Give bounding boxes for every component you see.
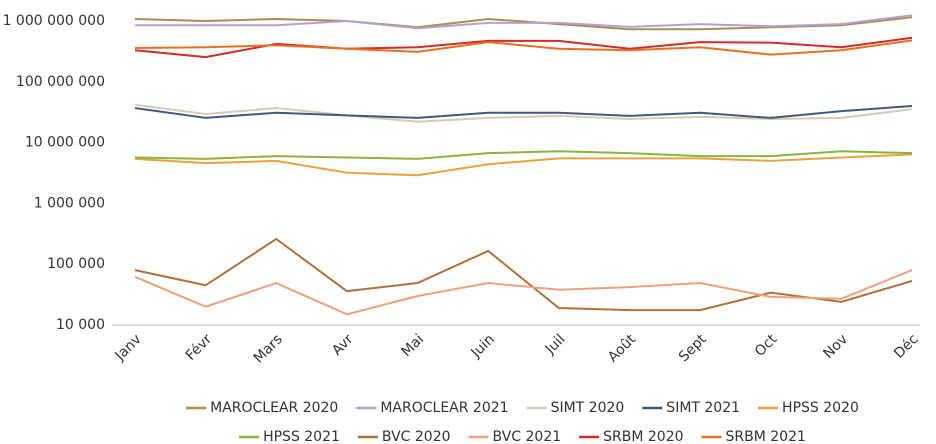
legend-row: HPSS 2021 BVC 2020 BVC 2021 SRBM 2020 SRBM 2… — [239, 429, 806, 444]
series-line — [134, 16, 913, 31]
x-tick-label: Mai — [399, 331, 428, 360]
legend-label: MAROCLEAR 2021 — [380, 400, 508, 416]
y-tick-label: 1 000 000 000 — [3, 13, 105, 29]
legend-label: BVC 2020 — [382, 429, 451, 444]
series-line — [135, 14, 913, 30]
legend-label: BVC 2021 — [493, 429, 562, 444]
x-tick-label: Sept — [676, 331, 710, 365]
legend-label: SIMT 2020 — [551, 400, 625, 416]
x-tick-label: Déc — [891, 331, 921, 361]
series-line — [134, 103, 913, 123]
legend-row: MAROCLEAR 2020 MAROCLEAR 2021 SIMT 2020 SIM… — [186, 400, 859, 416]
y-tick-label: 10 000 000 — [25, 135, 105, 151]
y-tick-label: 100 000 — [47, 256, 105, 272]
x-tick-label: Avr — [329, 331, 357, 359]
legend-label: HPSS 2021 — [263, 429, 340, 444]
x-tick-label: Juil — [542, 331, 569, 358]
legend-label: HPSS 2020 — [782, 400, 859, 416]
series-line — [134, 36, 913, 59]
x-tick-label: Juin — [468, 331, 498, 361]
x-tick-label: Août — [605, 331, 639, 365]
x-tick-label: Janv — [112, 331, 145, 364]
x-tick-label: Nov — [820, 331, 851, 362]
y-tick-label: 1 000 000 — [34, 195, 105, 211]
legend-label: SRBM 2020 — [603, 429, 683, 444]
legend-label: SRBM 2021 — [726, 429, 806, 444]
y-tick-label: 10 000 — [56, 317, 105, 333]
series-line — [134, 153, 913, 177]
legend-label: MAROCLEAR 2020 — [210, 400, 338, 416]
y-tick-label: 100 000 000 — [16, 74, 105, 90]
x-tick-label: Mars — [251, 331, 286, 366]
series-line — [134, 269, 913, 316]
series-line — [134, 39, 913, 56]
x-tick-label: Oct — [752, 331, 781, 360]
series-line — [134, 150, 913, 160]
series-line — [134, 237, 913, 312]
legend-label: SIMT 2021 — [666, 400, 740, 416]
x-tick-label: Févr — [183, 331, 216, 364]
series-line — [134, 104, 913, 119]
